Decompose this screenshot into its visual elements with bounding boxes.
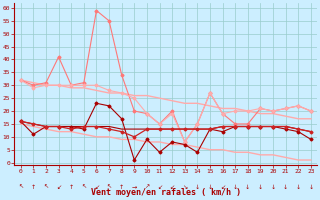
X-axis label: Vent moyen/en rafales ( km/h ): Vent moyen/en rafales ( km/h ) [91, 188, 241, 197]
